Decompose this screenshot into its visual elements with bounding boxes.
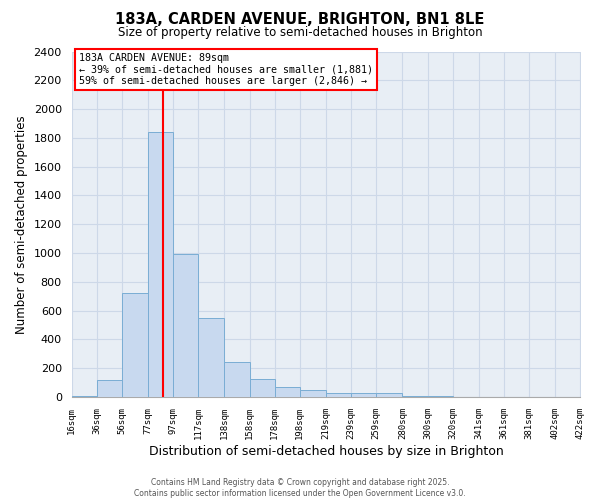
Bar (122, 294, 148, 397)
X-axis label: Distribution of semi-detached houses by size in Brighton: Distribution of semi-detached houses by … (149, 444, 503, 458)
Bar (224, 362, 250, 397)
Bar (148, 132, 173, 397)
Bar (326, 392, 351, 397)
Text: Size of property relative to semi-detached houses in Brighton: Size of property relative to semi-detach… (118, 26, 482, 39)
Bar (198, 318, 224, 397)
Bar (275, 387, 299, 397)
Bar (403, 396, 428, 397)
Text: 183A, CARDEN AVENUE, BRIGHTON, BN1 8LE: 183A, CARDEN AVENUE, BRIGHTON, BN1 8LE (115, 12, 485, 28)
Text: 183A CARDEN AVENUE: 89sqm
← 39% of semi-detached houses are smaller (1,881)
59% : 183A CARDEN AVENUE: 89sqm ← 39% of semi-… (79, 53, 373, 86)
Bar (376, 392, 403, 397)
Text: Contains HM Land Registry data © Crown copyright and database right 2025.
Contai: Contains HM Land Registry data © Crown c… (134, 478, 466, 498)
Bar (250, 379, 275, 397)
Bar (97, 380, 122, 397)
Y-axis label: Number of semi-detached properties: Number of semi-detached properties (15, 115, 28, 334)
Bar (173, 254, 198, 397)
Bar (428, 396, 452, 397)
Bar (351, 394, 376, 397)
Bar (299, 390, 326, 397)
Bar (71, 396, 97, 397)
